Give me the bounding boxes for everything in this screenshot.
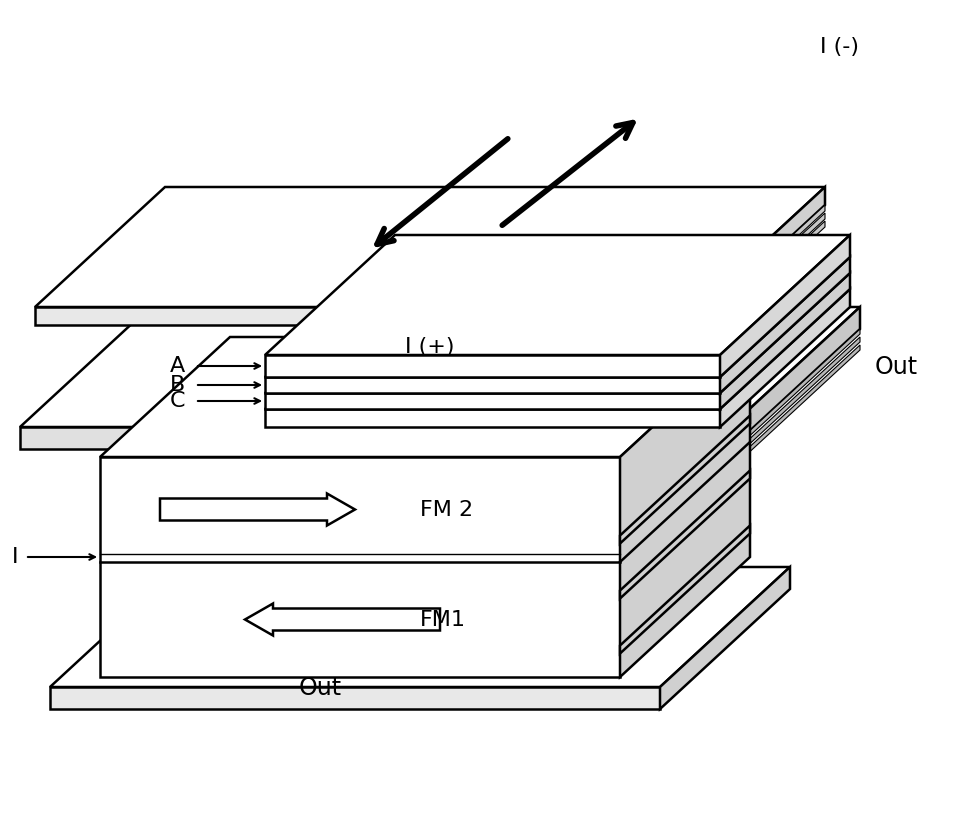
Polygon shape bbox=[695, 205, 825, 331]
Polygon shape bbox=[620, 337, 750, 677]
Polygon shape bbox=[100, 337, 750, 457]
Polygon shape bbox=[50, 567, 790, 687]
FancyArrow shape bbox=[245, 604, 440, 635]
Polygon shape bbox=[620, 471, 750, 599]
Text: I: I bbox=[12, 547, 18, 567]
Text: I (+): I (+) bbox=[406, 337, 455, 357]
Polygon shape bbox=[265, 235, 850, 355]
Polygon shape bbox=[720, 273, 850, 409]
Polygon shape bbox=[265, 377, 720, 393]
Polygon shape bbox=[620, 525, 750, 653]
Polygon shape bbox=[730, 345, 860, 470]
Polygon shape bbox=[620, 415, 750, 543]
Text: C: C bbox=[169, 391, 185, 411]
Text: FM 2: FM 2 bbox=[420, 500, 473, 519]
Polygon shape bbox=[265, 409, 720, 427]
Polygon shape bbox=[720, 235, 850, 377]
Text: Out: Out bbox=[875, 355, 918, 379]
Polygon shape bbox=[730, 329, 860, 454]
Polygon shape bbox=[695, 187, 825, 325]
Polygon shape bbox=[20, 307, 860, 427]
Polygon shape bbox=[720, 289, 850, 427]
Polygon shape bbox=[265, 257, 850, 377]
Text: B: B bbox=[169, 375, 185, 395]
Polygon shape bbox=[50, 687, 660, 709]
Polygon shape bbox=[265, 393, 720, 409]
Polygon shape bbox=[265, 289, 850, 409]
Text: I (-): I (-) bbox=[820, 37, 859, 57]
Text: A: A bbox=[169, 356, 185, 376]
Polygon shape bbox=[265, 355, 720, 377]
Polygon shape bbox=[35, 307, 695, 325]
Polygon shape bbox=[730, 307, 860, 449]
Polygon shape bbox=[695, 213, 825, 339]
FancyArrow shape bbox=[160, 494, 355, 525]
Text: FM1: FM1 bbox=[420, 609, 466, 629]
Polygon shape bbox=[35, 187, 825, 307]
Polygon shape bbox=[265, 273, 850, 393]
Polygon shape bbox=[660, 567, 790, 709]
Polygon shape bbox=[695, 221, 825, 347]
Polygon shape bbox=[730, 337, 860, 462]
Polygon shape bbox=[720, 257, 850, 393]
Polygon shape bbox=[100, 457, 620, 677]
Text: Out: Out bbox=[298, 676, 342, 700]
Polygon shape bbox=[20, 427, 730, 449]
